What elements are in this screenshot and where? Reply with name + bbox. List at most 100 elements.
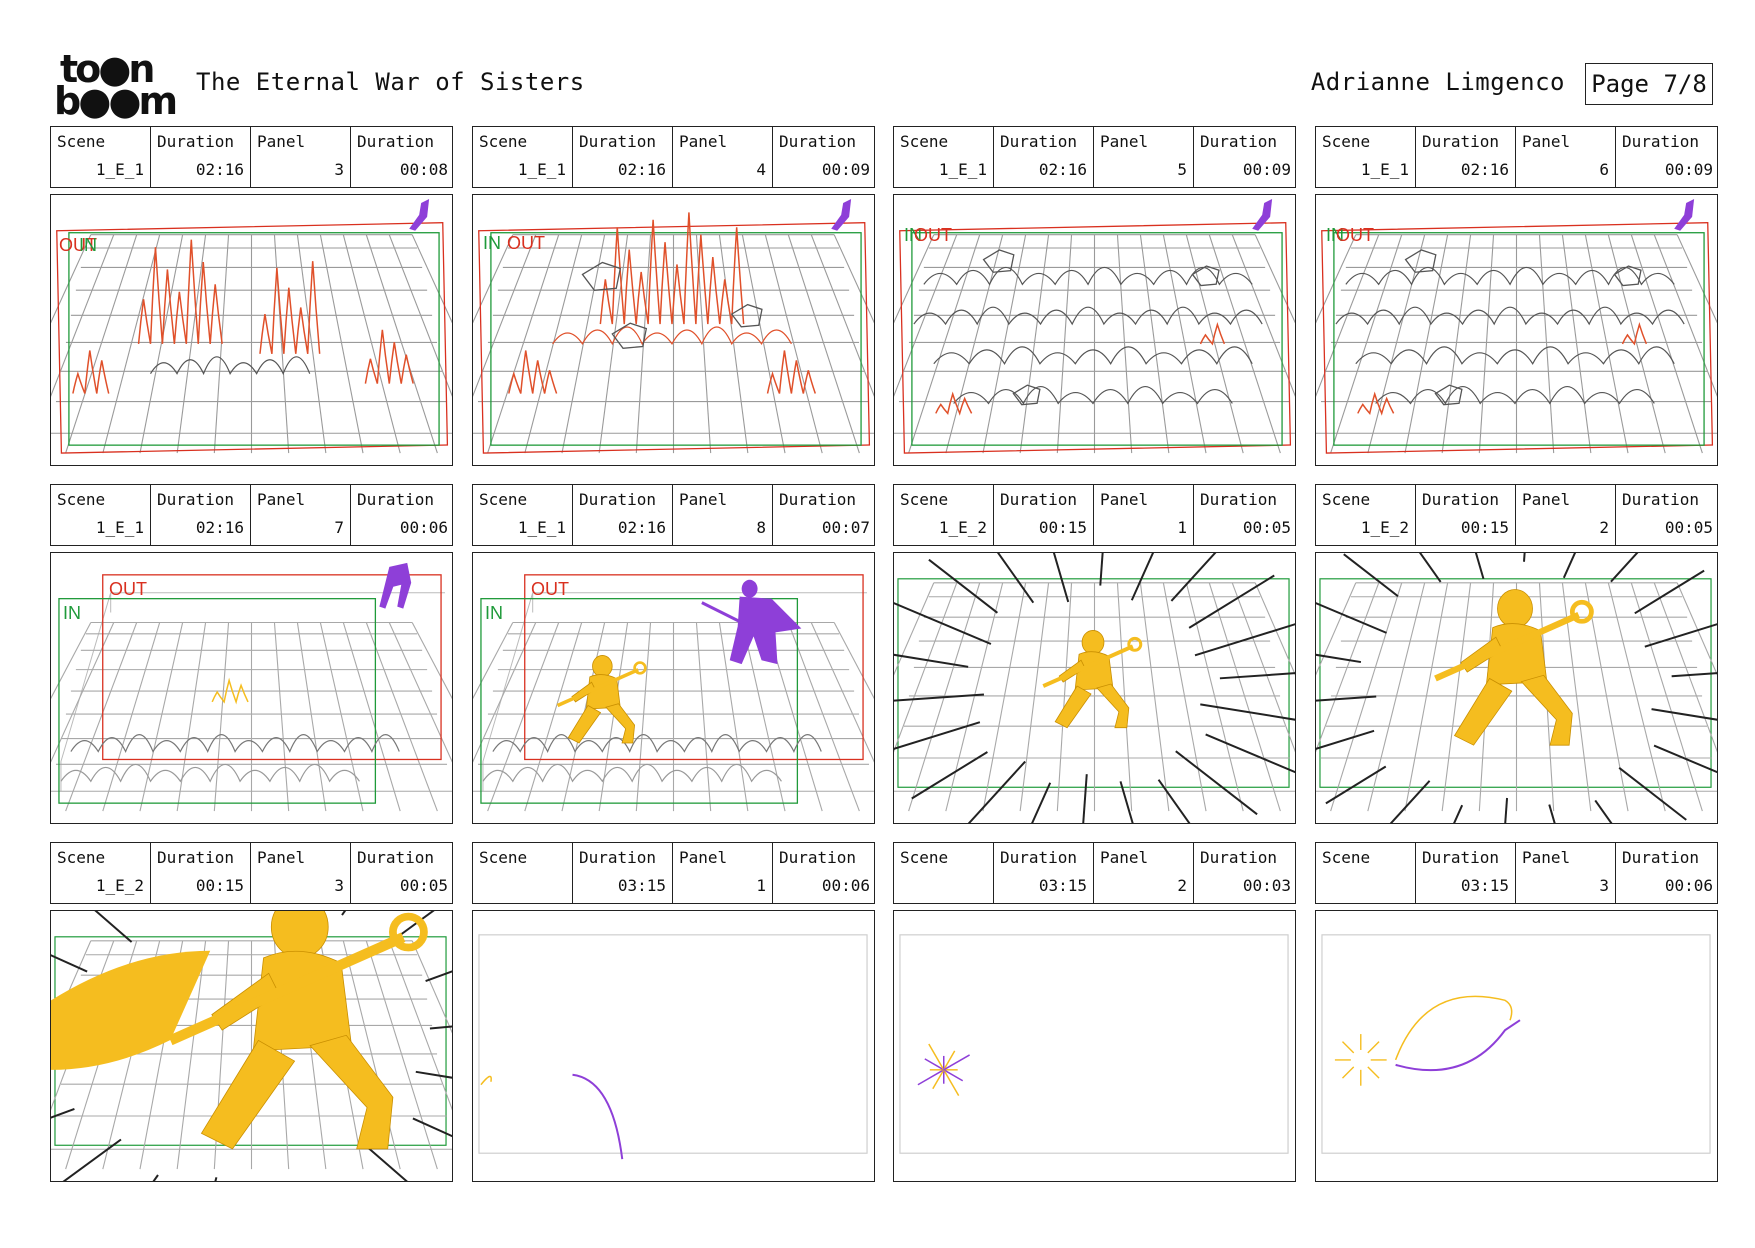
scene-duration-cell: Duration 03:15	[1416, 843, 1516, 903]
panel-duration-cell: Duration 00:06	[1616, 843, 1719, 903]
fire-sketch	[364, 329, 414, 384]
scene-duration-cell: Duration 03:15	[573, 843, 673, 903]
rubble-sketch	[1345, 266, 1675, 286]
panel-number-cell: Panel 4	[673, 127, 773, 187]
rock-sketch	[1404, 249, 1437, 273]
panel-image-frame[interactable]: OUT IN	[50, 194, 453, 466]
panel-image-frame[interactable]: IN OUT	[893, 194, 1296, 466]
speed-lines	[894, 553, 1295, 823]
out-frame	[1321, 222, 1714, 454]
panel-number-label: Panel	[1522, 490, 1571, 509]
out-label: OUT	[531, 579, 569, 599]
scene-cell: Scene 1_E_2	[51, 843, 151, 903]
in-label: IN	[485, 603, 503, 623]
in-label: IN	[79, 235, 97, 255]
panel-image-frame[interactable]	[1315, 910, 1718, 1182]
speed-lines	[1316, 553, 1717, 823]
rubble-sketch	[482, 763, 782, 783]
panel-info-table: Scene 1_E_1 Duration 02:16 Panel 7 Duration 00:…	[50, 484, 453, 546]
in-frame	[911, 232, 1283, 446]
scene-duration-value: 00:15	[1460, 518, 1509, 537]
scene-duration-label: Duration	[1422, 490, 1500, 509]
perspective-grid	[51, 234, 452, 454]
scene-label: Scene	[1322, 490, 1371, 509]
scene-label: Scene	[57, 848, 106, 867]
panel-image-frame[interactable]: IN OUT	[472, 194, 875, 466]
scene-value: 1_E_2	[1360, 518, 1409, 537]
panel-info-table: Scene Duration 03:15 Panel 2 Duration 00:03	[893, 842, 1296, 904]
panel-number-value: 4	[756, 160, 766, 179]
in-label: IN	[63, 603, 81, 623]
panel-number-label: Panel	[1522, 132, 1571, 151]
scene-duration-value: 02:16	[195, 160, 244, 179]
panel-duration-cell: Duration 00:07	[773, 485, 876, 545]
scene-cell: Scene 1_E_1	[473, 485, 573, 545]
panel-duration-value: 00:09	[1242, 160, 1291, 179]
panel-duration-label: Duration	[1200, 848, 1278, 867]
scene-duration-label: Duration	[579, 132, 657, 151]
panel-duration-value: 00:06	[399, 518, 448, 537]
panel-image-frame[interactable]	[893, 910, 1296, 1182]
panel-number-cell: Panel 2	[1094, 843, 1194, 903]
yellow-heroine	[1042, 630, 1143, 729]
rubble-sketch	[913, 306, 1263, 326]
panel-duration-value: 00:09	[1664, 160, 1713, 179]
panel-number-cell: Panel 1	[673, 843, 773, 903]
scene-duration-label: Duration	[157, 132, 235, 151]
panel-image-frame[interactable]: OUT IN	[50, 552, 453, 824]
rock-sketch	[730, 303, 763, 328]
yellow-swing-arc	[1394, 995, 1513, 1061]
purple-page-marker	[831, 198, 852, 231]
safe-frame	[1321, 934, 1711, 1154]
logo-text-bottom: b●●m	[54, 79, 178, 123]
panel-duration-label: Duration	[357, 848, 435, 867]
panel-image-frame[interactable]	[472, 910, 875, 1182]
scene-duration-value: 00:15	[195, 876, 244, 895]
panel-number-value: 2	[1599, 518, 1609, 537]
fire-sketch	[766, 350, 816, 394]
panel-duration-cell: Duration 00:09	[1616, 127, 1719, 187]
panel-number-value: 5	[1177, 160, 1187, 179]
panel-image-frame[interactable]: IN OUT	[1315, 194, 1718, 466]
rubble-sketch	[1335, 306, 1685, 326]
fire-sketch	[599, 212, 745, 325]
in-frame	[897, 578, 1290, 788]
scene-duration-cell: Duration 03:15	[994, 843, 1094, 903]
panel-number-cell: Panel 7	[251, 485, 351, 545]
panel-sketch	[894, 198, 1295, 454]
panel-number-value: 8	[756, 518, 766, 537]
panel-number-cell: Panel 3	[251, 127, 351, 187]
perspective-grid	[1316, 234, 1717, 454]
panel-number-label: Panel	[1100, 132, 1149, 151]
panel-duration-value: 00:08	[399, 160, 448, 179]
panel-duration-label: Duration	[357, 132, 435, 151]
logo-text-top: to●n	[60, 47, 156, 91]
purple-sister-sketch	[701, 579, 802, 665]
scene-duration-label: Duration	[1000, 490, 1078, 509]
yellow-heroine	[1434, 589, 1594, 746]
panel-duration-label: Duration	[1200, 132, 1278, 151]
panel-sketch	[478, 934, 868, 1160]
panel-info-table: Scene Duration 03:15 Panel 1 Duration 00:06	[472, 842, 875, 904]
panel-duration-label: Duration	[1622, 848, 1700, 867]
panel-number-value: 3	[1599, 876, 1609, 895]
panel-number-cell: Panel 6	[1516, 127, 1616, 187]
panel-image-frame[interactable]	[50, 910, 453, 1182]
in-label: IN	[904, 225, 922, 245]
panel-duration-label: Duration	[1622, 490, 1700, 509]
panel-number-label: Panel	[679, 490, 728, 509]
panel-image-frame[interactable]: OUT IN	[472, 552, 875, 824]
safe-frame	[478, 934, 868, 1154]
in-frame	[58, 598, 377, 804]
panel-info-table: Scene Duration 03:15 Panel 3 Duration 00:06	[1315, 842, 1718, 904]
panel-number-label: Panel	[1100, 848, 1149, 867]
scene-duration-value: 03:15	[1460, 876, 1509, 895]
panel-number-cell: Panel 2	[1516, 485, 1616, 545]
panel-image-frame[interactable]	[1315, 552, 1718, 824]
scene-duration-cell: Duration 00:15	[151, 843, 251, 903]
panel-image-frame[interactable]	[893, 552, 1296, 824]
purple-page-marker	[1252, 198, 1273, 231]
panel-number-label: Panel	[257, 132, 306, 151]
rubble-sketch	[70, 734, 400, 753]
scene-value: 1_E_1	[1360, 160, 1409, 179]
